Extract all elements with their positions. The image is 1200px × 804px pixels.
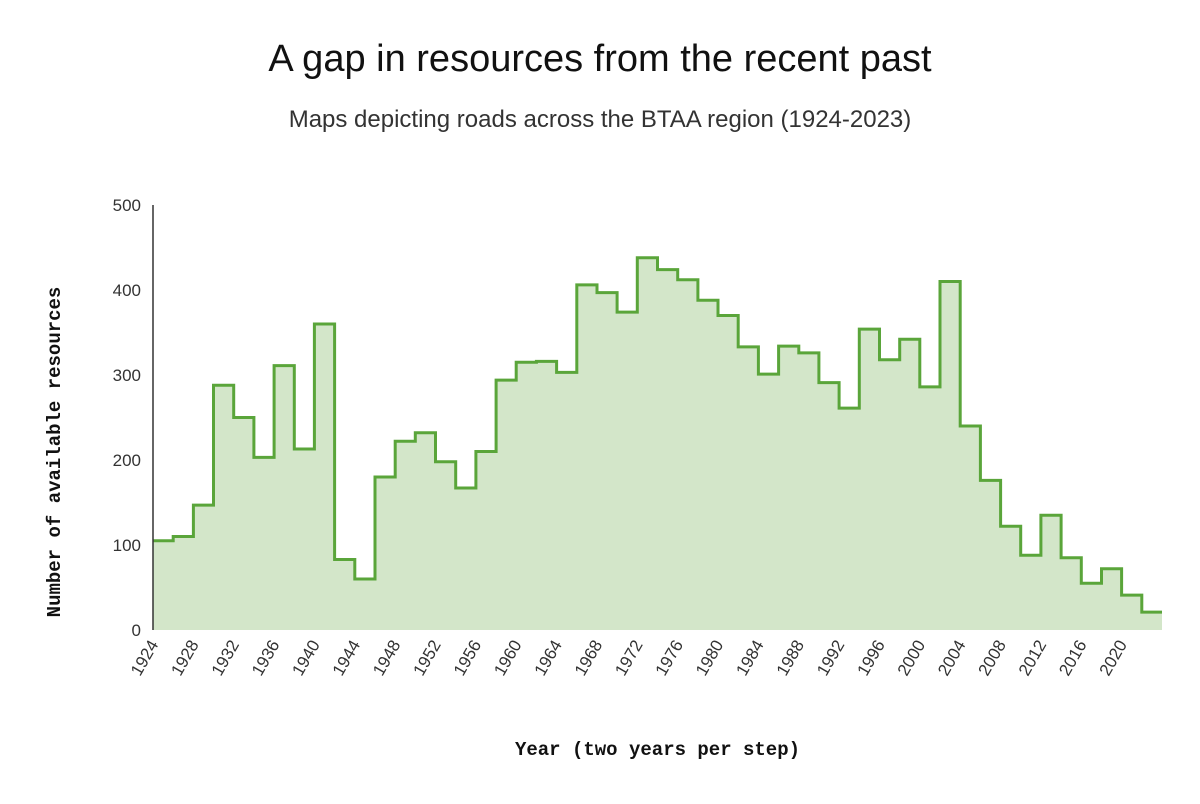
x-tick-label: 1948 [369, 637, 404, 679]
area-fill [153, 257, 1162, 630]
x-tick-label: 2008 [975, 637, 1010, 679]
x-tick-label: 1980 [692, 637, 727, 679]
y-tick-label: 200 [113, 451, 141, 470]
x-tick-label: 1964 [531, 637, 566, 679]
x-tick-label: 1944 [329, 637, 364, 679]
x-tick-label: 1988 [773, 637, 808, 679]
x-tick-label: 1972 [611, 637, 646, 679]
x-tick-label: 2020 [1096, 637, 1131, 679]
y-tick-label: 0 [132, 621, 141, 640]
x-tick-label: 2012 [1015, 637, 1050, 679]
chart-subtitle: Maps depicting roads across the BTAA reg… [288, 106, 912, 133]
y-tick-label: 400 [113, 281, 141, 300]
y-tick-label: 500 [113, 196, 141, 215]
x-tick-label: 1936 [248, 637, 283, 679]
x-tick-label: 1940 [288, 637, 323, 679]
x-tick-label: 2016 [1055, 637, 1090, 679]
x-axis-ticks: 1924 1928 1932 1936 1940 1944 1948 1952 1956 1960… [127, 637, 1131, 679]
x-tick-label: 2000 [894, 637, 929, 679]
x-tick-label: 1960 [490, 637, 525, 679]
x-tick-label: 1996 [853, 637, 888, 679]
x-tick-label: 1952 [409, 637, 444, 679]
series-line [153, 256, 1162, 614]
x-tick-label: 1932 [208, 637, 243, 679]
y-tick-label: 100 [113, 536, 141, 555]
y-axis-ticks: 0 100 200 300 400 500 [113, 196, 141, 640]
x-axis-title: Year (two years per step) [515, 739, 800, 761]
x-tick-label: 1968 [571, 637, 606, 679]
x-tick-label: 1992 [813, 637, 848, 679]
x-tick-label: 1956 [450, 637, 485, 679]
x-tick-label: 1976 [652, 637, 687, 679]
x-tick-label: 1984 [732, 637, 767, 679]
chart-title: A gap in resources from the recent past [268, 38, 932, 80]
x-tick-label: 2004 [934, 637, 969, 679]
x-tick-label: 1924 [127, 637, 162, 679]
x-tick-label: 1928 [167, 637, 202, 679]
y-axis-title: Number of available resources [44, 287, 66, 618]
y-tick-label: 300 [113, 366, 141, 385]
